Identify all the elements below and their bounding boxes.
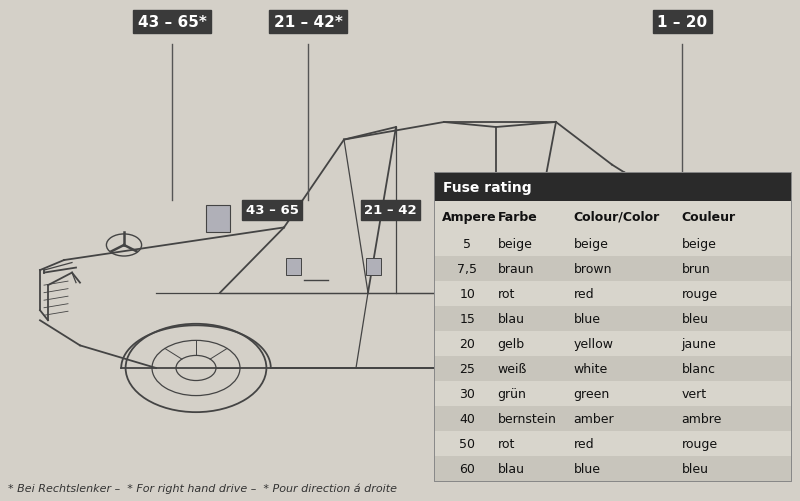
Text: blau: blau: [498, 313, 525, 326]
FancyBboxPatch shape: [638, 205, 652, 266]
FancyBboxPatch shape: [434, 173, 791, 202]
Text: bleu: bleu: [682, 462, 709, 475]
Text: 5: 5: [463, 238, 471, 251]
Text: bleu: bleu: [682, 313, 709, 326]
FancyBboxPatch shape: [434, 282, 791, 307]
Text: weiß: weiß: [498, 362, 527, 375]
Text: 30: 30: [459, 387, 475, 400]
FancyBboxPatch shape: [286, 258, 301, 276]
FancyBboxPatch shape: [434, 357, 791, 381]
Text: beige: beige: [574, 238, 609, 251]
FancyBboxPatch shape: [434, 381, 791, 406]
Text: 21 – 42: 21 – 42: [364, 204, 417, 217]
Text: 21 – 42*: 21 – 42*: [274, 15, 342, 30]
Text: brown: brown: [574, 263, 612, 276]
Text: brun: brun: [682, 263, 710, 276]
Text: rouge: rouge: [682, 437, 718, 450]
Text: blue: blue: [574, 313, 601, 326]
Text: Farbe: Farbe: [498, 210, 538, 223]
FancyBboxPatch shape: [434, 332, 791, 357]
Text: 15: 15: [459, 313, 475, 326]
FancyBboxPatch shape: [434, 307, 791, 332]
Text: yellow: yellow: [574, 338, 614, 351]
Text: Colour/Color: Colour/Color: [574, 210, 660, 223]
Text: green: green: [574, 387, 610, 400]
Text: grün: grün: [498, 387, 526, 400]
Text: braun: braun: [498, 263, 534, 276]
FancyBboxPatch shape: [434, 406, 791, 431]
Text: blau: blau: [498, 462, 525, 475]
FancyBboxPatch shape: [434, 456, 791, 481]
Text: 10: 10: [459, 288, 475, 301]
Text: 7,5: 7,5: [458, 263, 477, 276]
Text: jaune: jaune: [682, 338, 716, 351]
FancyBboxPatch shape: [366, 258, 381, 276]
Text: rouge: rouge: [682, 288, 718, 301]
Text: 43 – 65: 43 – 65: [246, 204, 298, 217]
Text: red: red: [574, 437, 594, 450]
Text: red: red: [574, 288, 594, 301]
Text: ambre: ambre: [682, 412, 722, 425]
FancyBboxPatch shape: [434, 173, 791, 481]
Text: blue: blue: [574, 462, 601, 475]
Text: white: white: [574, 362, 608, 375]
Text: Fuse rating: Fuse rating: [443, 180, 532, 194]
Text: beige: beige: [498, 238, 533, 251]
Text: Ampere: Ampere: [442, 210, 496, 223]
FancyBboxPatch shape: [434, 431, 791, 456]
Text: 43 – 65*: 43 – 65*: [138, 15, 206, 30]
Text: Couleur: Couleur: [682, 210, 736, 223]
Text: rot: rot: [498, 437, 515, 450]
FancyBboxPatch shape: [206, 205, 230, 233]
Text: 1 – 20: 1 – 20: [658, 15, 707, 30]
Text: 20: 20: [459, 338, 475, 351]
Text: beige: beige: [682, 238, 717, 251]
FancyBboxPatch shape: [434, 257, 791, 282]
Text: blanc: blanc: [682, 362, 716, 375]
Text: 25: 25: [459, 362, 475, 375]
Text: 40: 40: [459, 412, 475, 425]
Text: bernstein: bernstein: [498, 412, 557, 425]
Text: 50: 50: [459, 437, 475, 450]
FancyBboxPatch shape: [434, 202, 791, 232]
Text: 60: 60: [459, 462, 475, 475]
Text: gelb: gelb: [498, 338, 525, 351]
FancyBboxPatch shape: [434, 232, 791, 257]
Text: * Bei Rechtslenker –  * For right hand drive –  * Pour direction á droite: * Bei Rechtslenker – * For right hand dr…: [8, 483, 397, 493]
Text: amber: amber: [574, 412, 614, 425]
Text: vert: vert: [682, 387, 706, 400]
Text: rot: rot: [498, 288, 515, 301]
